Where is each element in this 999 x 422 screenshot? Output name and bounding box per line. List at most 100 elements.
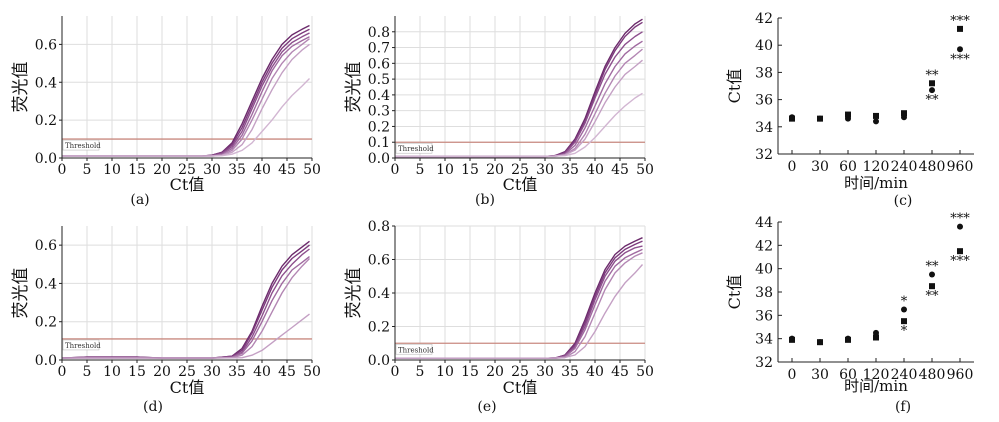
y-tick-label: 0.6 bbox=[368, 56, 390, 72]
amplification-curve bbox=[395, 245, 643, 359]
x-tick-label: 15 bbox=[461, 162, 479, 178]
data-point-square bbox=[817, 339, 823, 346]
threshold-label: Threshold bbox=[65, 342, 101, 350]
x-tick-label: 960 bbox=[947, 159, 974, 175]
x-tick-label: 45 bbox=[611, 162, 629, 178]
x-tick-label: 25 bbox=[178, 364, 196, 380]
data-point-square bbox=[957, 25, 963, 32]
x-axis-title: Ct值 bbox=[503, 378, 538, 397]
significance-mark: ** bbox=[926, 289, 940, 304]
x-tick-label: 480 bbox=[919, 367, 946, 383]
y-axis-title: 荧光值 bbox=[11, 62, 31, 113]
significance-mark: *** bbox=[950, 52, 970, 67]
panel-caption: (e) bbox=[477, 399, 496, 415]
significance-mark: ** bbox=[926, 68, 940, 83]
x-tick-label: 10 bbox=[103, 364, 121, 380]
y-tick-label: 32 bbox=[755, 355, 773, 371]
data-point-square bbox=[929, 283, 935, 290]
amplification-curve bbox=[395, 240, 643, 359]
y-tick-label: 0.8 bbox=[368, 219, 390, 235]
threshold-label-box bbox=[62, 339, 100, 351]
x-tick-label: 0 bbox=[391, 364, 400, 380]
y-tick-label: 0.0 bbox=[35, 151, 57, 167]
y-tick-label: 0.6 bbox=[35, 37, 57, 53]
y-tick-label: 36 bbox=[755, 93, 773, 109]
y-tick-label: 0.0 bbox=[368, 353, 390, 369]
amplification-curve bbox=[395, 92, 643, 158]
panel-caption: (a) bbox=[130, 192, 149, 208]
x-tick-label: 30 bbox=[536, 364, 554, 380]
y-tick-label: 0.6 bbox=[35, 238, 57, 254]
x-tick-label: 20 bbox=[486, 162, 504, 178]
y-tick-label: 0.2 bbox=[368, 320, 390, 336]
data-point-square bbox=[789, 336, 795, 343]
y-tick-label: 0.5 bbox=[368, 72, 390, 88]
y-tick-label: 0.4 bbox=[368, 88, 390, 104]
significance-mark: ** bbox=[926, 93, 940, 108]
panel-caption: (f) bbox=[895, 399, 911, 415]
x-axis-title: Ct值 bbox=[503, 175, 538, 194]
y-tick-label: 36 bbox=[755, 308, 773, 324]
panel-3: Threshold 0 5 10 15 20 25 30 35 40 45 50 0.0 0.2 0.4 0.… bbox=[11, 226, 321, 415]
amplification-curve bbox=[395, 248, 643, 359]
amplification-curve bbox=[395, 264, 644, 359]
amplification-curve bbox=[62, 28, 310, 157]
y-tick-label: 0.7 bbox=[368, 41, 390, 57]
y-tick-label: 32 bbox=[755, 147, 773, 163]
x-axis-title: Ct值 bbox=[170, 175, 205, 194]
y-tick-label: 38 bbox=[755, 65, 773, 81]
x-tick-label: 30 bbox=[203, 364, 221, 380]
x-tick-label: 30 bbox=[536, 162, 554, 178]
x-tick-label: 0 bbox=[391, 162, 400, 178]
panel-caption: (c) bbox=[894, 193, 913, 209]
x-tick-label: 60 bbox=[839, 159, 857, 175]
amplification-curve bbox=[62, 36, 310, 157]
y-axis-title: Ct值 bbox=[725, 69, 744, 104]
significance-mark: * bbox=[901, 295, 908, 310]
x-tick-label: 120 bbox=[863, 159, 890, 175]
data-point-circle bbox=[957, 46, 963, 53]
x-tick-label: 40 bbox=[586, 162, 604, 178]
x-axis-title: Ct值 bbox=[170, 378, 205, 397]
y-tick-label: 40 bbox=[755, 38, 773, 54]
amplification-curve bbox=[62, 78, 310, 157]
y-tick-label: 38 bbox=[755, 285, 773, 301]
y-tick-label: 0.2 bbox=[35, 113, 57, 129]
x-tick-label: 50 bbox=[636, 162, 654, 178]
x-axis-title: 时间/min bbox=[844, 377, 908, 395]
data-point-circle bbox=[873, 329, 879, 336]
y-axis-title: 荧光值 bbox=[11, 268, 31, 319]
panel-caption: (d) bbox=[143, 399, 163, 415]
x-tick-label: 35 bbox=[561, 364, 579, 380]
significance-mark: ** bbox=[926, 260, 940, 275]
x-tick-label: 35 bbox=[228, 162, 246, 178]
threshold-label: Threshold bbox=[398, 145, 434, 153]
x-tick-label: 960 bbox=[947, 367, 974, 383]
x-tick-label: 10 bbox=[436, 162, 454, 178]
y-tick-label: 0.0 bbox=[35, 353, 57, 369]
threshold-label-box bbox=[395, 142, 433, 154]
threshold-label: Threshold bbox=[65, 142, 101, 150]
x-tick-label: 40 bbox=[253, 364, 271, 380]
x-tick-label: 20 bbox=[153, 162, 171, 178]
x-tick-label: 0 bbox=[58, 162, 67, 178]
y-tick-label: 40 bbox=[755, 262, 773, 278]
y-tick-label: 34 bbox=[755, 120, 773, 136]
x-tick-label: 25 bbox=[511, 162, 529, 178]
amplification-curve bbox=[395, 18, 643, 158]
y-axis-title: 荧光值 bbox=[344, 268, 364, 319]
x-tick-label: 60 bbox=[839, 367, 857, 383]
x-tick-label: 20 bbox=[486, 364, 504, 380]
x-tick-label: 240 bbox=[891, 159, 918, 175]
panel-4: Threshold 0 5 10 15 20 25 30 35 40 45 50 0.0 0.2 0.4 0.… bbox=[344, 219, 654, 415]
x-tick-label: 0 bbox=[788, 159, 797, 175]
x-tick-label: 15 bbox=[128, 364, 146, 380]
y-axis-title: 荧光值 bbox=[344, 62, 364, 113]
data-point-square bbox=[901, 110, 907, 117]
x-tick-label: 30 bbox=[811, 367, 829, 383]
significance-mark: * bbox=[901, 324, 908, 339]
x-tick-label: 20 bbox=[153, 364, 171, 380]
